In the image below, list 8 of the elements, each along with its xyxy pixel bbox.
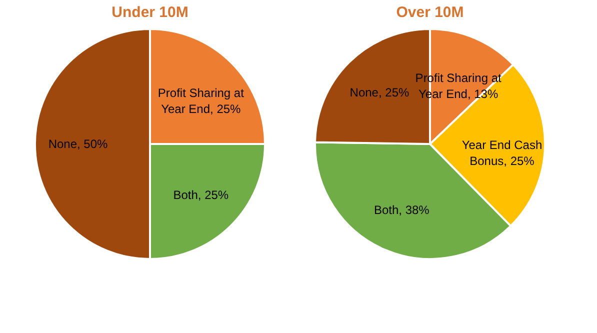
slice-label: Both, 25% (173, 188, 229, 202)
slice-label: None, 50% (48, 137, 108, 151)
chart-title: Under 10M (112, 4, 188, 21)
slice-label: Year End Cash Bonus, 25% (462, 138, 542, 168)
slice-label: Profit Sharing at Year End, 25% (158, 86, 245, 116)
slice-label: Both, 38% (374, 203, 430, 218)
chart-title: Over 10M (396, 4, 464, 21)
slice-label: None, 25% (350, 86, 410, 100)
